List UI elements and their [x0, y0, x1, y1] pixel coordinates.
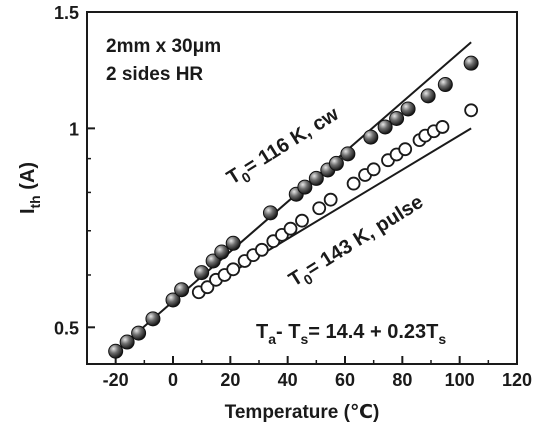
eq-ts-sub: s: [300, 331, 308, 347]
y-label-sub: th: [27, 195, 43, 208]
y-label-main: I: [17, 208, 39, 214]
cw-data-point: [308, 170, 324, 186]
eq-end-sub: s: [438, 331, 446, 347]
x-tick-label: -20: [103, 370, 129, 390]
cw-data-point: [420, 88, 436, 104]
pulse-data-point: [312, 201, 327, 216]
pulse-data-point: [226, 262, 241, 277]
pulse-data-point: [398, 142, 413, 157]
cw-data-point: [131, 325, 147, 341]
pulse-data-point: [435, 120, 450, 134]
pulse-data-point: [295, 213, 309, 228]
y-axis-ticks: 0.5 1 1.5: [54, 3, 95, 338]
eq-rest: = 14.4 + 0.23T: [308, 321, 438, 343]
cw-data-point: [437, 77, 453, 93]
svg-text:Ith (A): Ith (A): [17, 162, 43, 214]
cw-t0-annotation: T0= 116 K, cw: [223, 103, 345, 193]
cw-data-point: [214, 244, 230, 260]
device-coating-label: 2 sides HR: [106, 64, 203, 85]
cw-data-point: [400, 101, 416, 117]
x-tick-label: 40: [278, 370, 298, 390]
temperature-relation: Ta- Ts= 14.4 + 0.23Ts: [256, 321, 446, 347]
pulse-data-point: [254, 242, 269, 257]
x-tick-label: 80: [392, 370, 412, 390]
y-label-unit: (A): [17, 162, 39, 195]
eq-ta-sub: a: [268, 331, 276, 347]
eq-mid: - T: [276, 321, 300, 343]
data-markers: [108, 55, 479, 359]
cw-data-point: [463, 55, 479, 71]
x-tick-label: 100: [445, 370, 475, 390]
cw-data-point: [363, 129, 379, 145]
plot-frame: [86, 11, 518, 365]
pulse-data-point: [200, 280, 215, 295]
cw-data-point: [165, 292, 181, 308]
x-axis-label: Temperature (℃): [225, 402, 380, 423]
pulse-t0-annotation: T0= 143 K, pulse: [285, 191, 429, 295]
x-tick-label: 20: [220, 370, 240, 390]
y-tick-label: 1: [69, 119, 79, 139]
cw-data-point: [297, 179, 313, 195]
y-tick-label: 0.5: [54, 318, 79, 338]
cw-data-point: [389, 110, 405, 126]
pulse-data-point: [323, 192, 338, 207]
cw-data-point: [119, 334, 135, 350]
cw-data-point: [225, 235, 241, 251]
cw-data-point: [340, 146, 356, 162]
x-tick-label: 60: [335, 370, 355, 390]
x-tick-label: 0: [168, 370, 178, 390]
x-tick-label: 120: [502, 370, 532, 390]
device-size-label: 2mm x 30μm: [106, 36, 221, 57]
cw-data-point: [108, 343, 124, 359]
cw-data-point: [145, 311, 161, 327]
pulse-data-point: [366, 162, 381, 177]
cw-data-point: [262, 205, 278, 221]
y-axis-label: Ith (A): [17, 162, 43, 214]
pulse-data-point: [283, 221, 298, 236]
cw-data-point: [174, 282, 190, 298]
cw-data-point: [328, 155, 344, 171]
pulse-data-point: [464, 103, 479, 118]
svg-text:T0= 143 K, pulse: T0= 143 K, pulse: [285, 191, 429, 295]
cw-data-point: [194, 265, 210, 281]
svg-text:T0= 116 K, cw: T0= 116 K, cw: [223, 103, 345, 193]
y-tick-label: 1.5: [54, 3, 79, 23]
pulse-data-point: [346, 176, 361, 191]
eq-ta-main: T: [256, 321, 268, 343]
cw-data-point: [377, 119, 393, 135]
x-axis-ticks: -20 0 20 40 60 80 100 120: [86, 356, 532, 390]
